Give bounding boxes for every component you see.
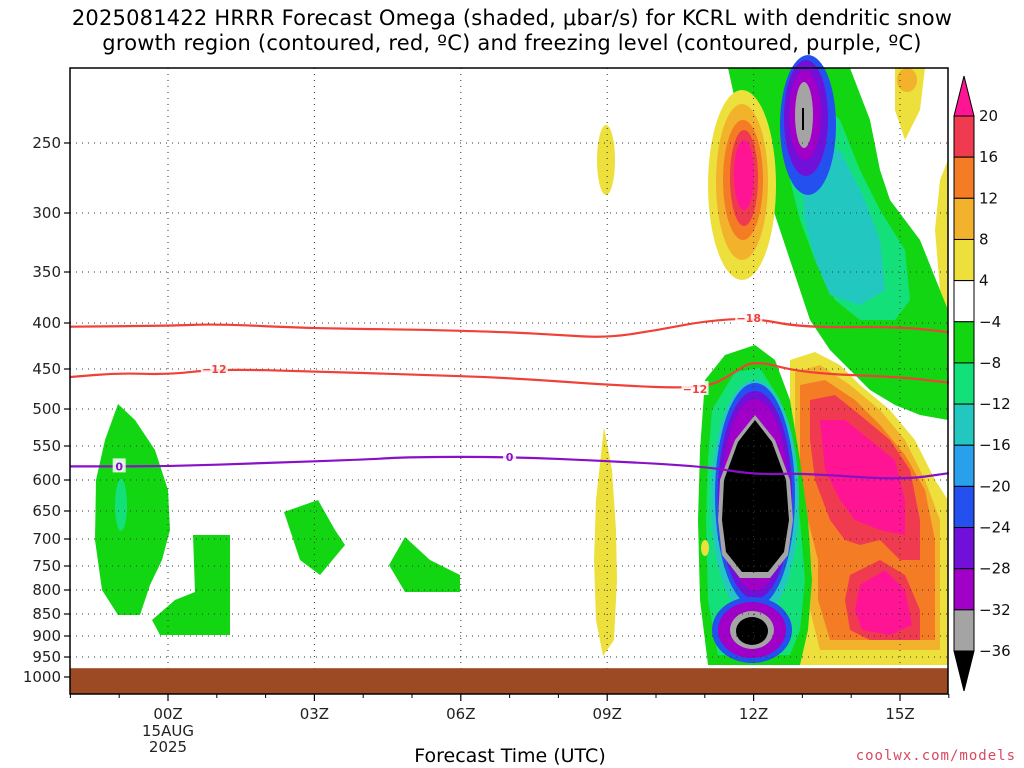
- x-tick-label-09Z: 09Z: [593, 705, 622, 723]
- y-tick-label-850: 850: [32, 605, 61, 623]
- lift-1130z-small: [701, 540, 709, 556]
- colorbar-box-0: [953, 115, 975, 158]
- mid-sink-0330z: [284, 500, 345, 575]
- contour-lines: −18 −12 −12 0 0: [70, 309, 949, 480]
- colorbar-label-20: 20: [979, 107, 998, 125]
- colorbar-box-3: [953, 238, 975, 282]
- contour-label--18-0: −18: [736, 312, 761, 325]
- colorbar-label--28: −28: [979, 560, 1011, 578]
- lower-right-lift-pink-lower: [855, 570, 912, 635]
- x-tick-label-12Z: 12Z: [739, 705, 768, 723]
- colorbar-box-7: [953, 403, 975, 446]
- colorbar-box-9: [953, 485, 975, 529]
- colorbar-label--16: −16: [979, 436, 1011, 454]
- y-tick-label-800: 800: [32, 581, 61, 599]
- x-tick-label-15Z: 15Z: [885, 705, 914, 723]
- left-lower-sink-green: [152, 535, 230, 635]
- contour--12: [70, 362, 949, 389]
- ground-layer: [70, 668, 948, 694]
- lift-250-pink: [734, 140, 754, 210]
- colorbar-box-12: [953, 609, 975, 652]
- colorbar-label--8: −8: [979, 354, 1001, 372]
- left-sink-teal: [115, 479, 127, 531]
- credit-link[interactable]: coolwx.com/models: [855, 748, 1016, 764]
- colorbar-label--24: −24: [979, 519, 1011, 537]
- x-tick-sublabel-15AUG: 15AUG: [142, 722, 194, 740]
- colorbar-box-1: [953, 156, 975, 199]
- colorbar-box-8: [953, 444, 975, 487]
- colorbar-box-10: [953, 527, 975, 570]
- x-tick-label-03Z: 03Z: [300, 705, 329, 723]
- contour-label-bg-0-1: [503, 448, 517, 463]
- y-tick-label-750: 750: [32, 557, 61, 575]
- y-tick-label-450: 450: [32, 360, 61, 378]
- y-tick-label-250: 250: [32, 134, 61, 152]
- colorbar-label-12: 12: [979, 189, 998, 207]
- chart-title-line-2: growth region (contoured, red, ºC) and f…: [102, 31, 922, 55]
- contour-label-bg--18-0: [735, 309, 763, 324]
- colorbar-box-11: [953, 568, 975, 611]
- contour-label--12-0: −12: [202, 363, 227, 376]
- contour-label-0-0: 0: [115, 460, 123, 473]
- colorbar-box-2: [953, 197, 975, 240]
- y-axis-ticks: 250 300 350 400 450 500 550 600 650 700 750 800 850 9…: [23, 134, 70, 686]
- colorbar-label--36: −36: [979, 642, 1011, 660]
- ground-fill: [70, 668, 948, 694]
- chart-title-line-1: 2025081422 HRRR Forecast Omega (shaded, …: [71, 6, 953, 30]
- contour-label--12-1: −12: [683, 383, 708, 396]
- upper-right-lift-gold: [897, 68, 917, 92]
- y-tick-label-550: 550: [32, 437, 61, 455]
- y-tick-label-650: 650: [32, 502, 61, 520]
- y-tick-label-300: 300: [32, 204, 61, 222]
- y-tick-label-350: 350: [32, 263, 61, 281]
- plot-border: [69, 67, 949, 695]
- contour-label-0-1: 0: [506, 451, 514, 464]
- y-tick-label-600: 600: [32, 471, 61, 489]
- colorbar-top-arrow: [953, 75, 975, 117]
- contour-label-bg--12-0: [200, 361, 228, 375]
- plot-frame: [69, 67, 949, 695]
- y-tick-label-900: 900: [32, 627, 61, 645]
- colorbar-box-6: [953, 362, 975, 405]
- colorbar-box-5: [953, 321, 975, 364]
- lower-sink-core: [736, 617, 768, 645]
- contour-label-bg--12-1: [681, 381, 709, 395]
- lift-09z-upper: [597, 125, 615, 195]
- main-sink-core: [722, 420, 789, 572]
- colorbar-label--4: −4: [979, 313, 1001, 331]
- x-tick-sublabel-2025: 2025: [149, 738, 187, 756]
- upper-right-sink-cyan: [800, 150, 885, 305]
- right-edge-lift-yellow: [935, 160, 948, 310]
- contour--18: [70, 317, 949, 338]
- y-tick-label-1000: 1000: [23, 668, 61, 686]
- y-tick-label-400: 400: [32, 314, 61, 332]
- omega-shaded-fills: [95, 55, 948, 665]
- x-tick-label-00Z: 00Z: [153, 705, 182, 723]
- colorbar-label-4: 4: [979, 272, 989, 290]
- colorbar-bottom-arrow: [953, 650, 975, 692]
- y-tick-label-700: 700: [32, 530, 61, 548]
- x-tick-label-06Z: 06Z: [446, 705, 475, 723]
- x-axis-label: Forecast Time (UTC): [414, 745, 606, 767]
- contour-label-bg-0-0: [112, 458, 126, 473]
- colorbar-label-8: 8: [979, 230, 989, 248]
- left-sink-green: [95, 404, 170, 615]
- mid-sink-0500z: [389, 537, 460, 592]
- colorbar-label-16: 16: [979, 148, 998, 166]
- colorbar: 20 16 12 8 4 −4 −8 −12 −16 −20 −24 −28 −32 −36: [953, 75, 1011, 692]
- colorbar-box-4: [953, 280, 975, 323]
- y-tick-label-950: 950: [32, 648, 61, 666]
- lift-09z-lower: [594, 427, 617, 656]
- y-tick-label-500: 500: [32, 400, 61, 418]
- colorbar-label--32: −32: [979, 601, 1011, 619]
- colorbar-label--20: −20: [979, 477, 1011, 495]
- colorbar-label--12: −12: [979, 395, 1011, 413]
- chart-title: 2025081422 HRRR Forecast Omega (shaded, …: [0, 6, 1024, 56]
